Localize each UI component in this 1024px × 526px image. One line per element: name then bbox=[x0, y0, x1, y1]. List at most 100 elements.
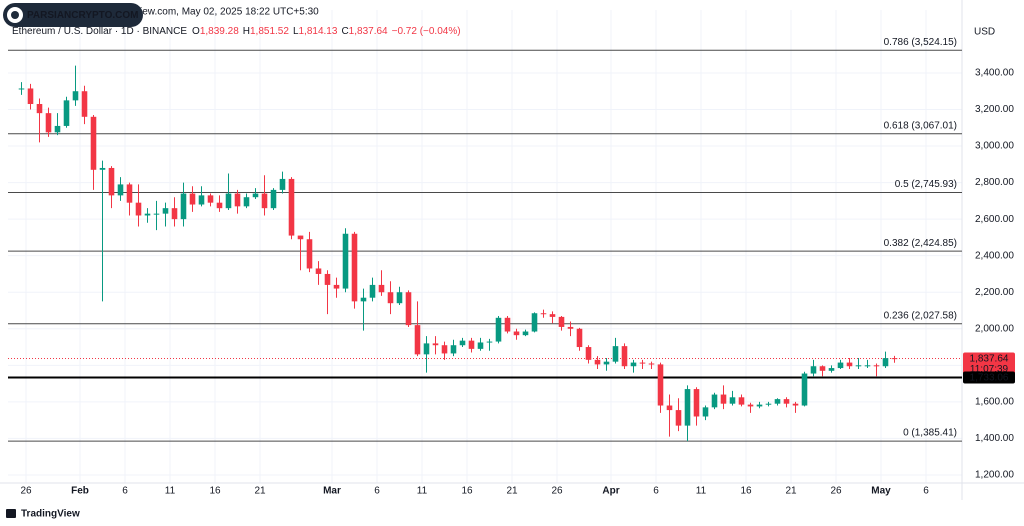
y-tick-label: 2,600.00 bbox=[975, 214, 1014, 225]
candle-body bbox=[684, 389, 691, 426]
candle-body bbox=[324, 273, 331, 285]
candle-body bbox=[864, 365, 871, 367]
candle-body bbox=[720, 394, 727, 404]
candle-body bbox=[297, 235, 304, 240]
candle-body bbox=[846, 362, 853, 367]
x-tick-label: 21 bbox=[506, 486, 518, 497]
legend-value: 1,839.28 bbox=[200, 26, 239, 37]
candle-body bbox=[108, 167, 115, 196]
candle-body bbox=[504, 317, 511, 332]
x-tick-label: 11 bbox=[696, 486, 707, 497]
countdown-label: 11:07:39 bbox=[970, 364, 1009, 375]
y-tick-label: 3,400.00 bbox=[975, 68, 1014, 79]
candle-body bbox=[594, 359, 601, 365]
candle-body bbox=[756, 404, 763, 407]
candle-body bbox=[45, 113, 52, 133]
candle-body bbox=[540, 313, 547, 315]
x-tick-label: 16 bbox=[740, 486, 752, 497]
candle-body bbox=[675, 410, 682, 426]
candle-body bbox=[234, 193, 241, 207]
candle-body bbox=[315, 268, 322, 274]
fib-level-label: 0.236 (2,027.58) bbox=[884, 310, 957, 321]
candle-body bbox=[414, 325, 421, 355]
watermark-box bbox=[3, 3, 143, 27]
x-tick-label: 11 bbox=[417, 486, 428, 497]
fib-level-label: 0.5 (2,745.93) bbox=[895, 179, 957, 190]
legend-key: H bbox=[243, 26, 250, 37]
candle-body bbox=[27, 88, 34, 105]
candle-body bbox=[828, 368, 835, 371]
candle-body bbox=[144, 213, 151, 216]
candle-body bbox=[693, 389, 700, 417]
candle-body bbox=[342, 233, 349, 289]
candle-body bbox=[630, 362, 637, 367]
x-tick-label: 6 bbox=[923, 486, 929, 497]
candle-body bbox=[729, 397, 736, 404]
candle-body bbox=[486, 341, 493, 343]
y-tick-label: 3,000.00 bbox=[975, 141, 1014, 152]
candle-body bbox=[792, 403, 799, 406]
candle-body bbox=[639, 362, 646, 364]
legend-key: L bbox=[293, 26, 299, 37]
x-tick-label: 26 bbox=[551, 486, 563, 497]
candle-body bbox=[405, 292, 412, 326]
candle-body bbox=[711, 394, 718, 408]
candle-body bbox=[135, 202, 142, 216]
candle-body bbox=[450, 345, 457, 354]
legend-change: −0.72 (−0.04%) bbox=[392, 26, 461, 37]
candle-body bbox=[567, 326, 574, 329]
candle-body bbox=[99, 167, 106, 170]
x-tick-label: Feb bbox=[71, 486, 89, 497]
y-tick-label: 2,400.00 bbox=[975, 250, 1014, 261]
candle-body bbox=[468, 340, 475, 349]
candle-body bbox=[18, 88, 25, 90]
x-tick-label: 21 bbox=[254, 486, 266, 497]
candle-body bbox=[657, 364, 664, 406]
candle-body bbox=[378, 284, 385, 293]
candle-body bbox=[63, 100, 70, 126]
candle-body bbox=[171, 208, 178, 220]
candle-body bbox=[270, 189, 277, 209]
legend-value: 1,814.13 bbox=[299, 26, 338, 37]
candle-body bbox=[783, 399, 790, 404]
x-tick-label: 6 bbox=[374, 486, 380, 497]
x-tick-label: 6 bbox=[653, 486, 659, 497]
fib-level-label: 0.618 (3,067.01) bbox=[884, 120, 957, 131]
candle-body bbox=[495, 317, 502, 342]
candle-body bbox=[36, 104, 43, 114]
candle-body bbox=[801, 373, 808, 406]
candle-body bbox=[603, 361, 610, 365]
candle-body bbox=[837, 362, 844, 369]
x-tick-label: 26 bbox=[830, 486, 842, 497]
hline-price-box bbox=[963, 371, 1015, 384]
candle-body bbox=[558, 316, 565, 327]
candle-body bbox=[351, 233, 358, 302]
candle-body bbox=[216, 202, 223, 209]
candle-body bbox=[288, 178, 295, 236]
candle-body bbox=[477, 342, 484, 349]
candle-body bbox=[72, 91, 79, 101]
candle-body bbox=[81, 91, 88, 117]
candle-body bbox=[873, 365, 880, 367]
candle-body bbox=[774, 399, 781, 404]
x-tick-label: 26 bbox=[20, 486, 32, 497]
candle-body bbox=[360, 297, 367, 302]
candle-body bbox=[243, 197, 250, 207]
y-tick-label: 1,200.00 bbox=[975, 470, 1014, 481]
candle-body bbox=[702, 407, 709, 417]
candle-body bbox=[522, 331, 529, 336]
candle-body bbox=[513, 331, 520, 336]
fib-level-label: 0 (1,385.41) bbox=[903, 428, 957, 439]
candle-body bbox=[459, 340, 466, 346]
watermark-icon-dot bbox=[11, 11, 19, 19]
x-tick-label: 11 bbox=[165, 486, 176, 497]
candle-body bbox=[279, 178, 286, 190]
hline-price-label: 1,733.06 bbox=[970, 373, 1009, 384]
candle-body bbox=[207, 195, 214, 203]
candle-body bbox=[891, 358, 898, 360]
legend-key: O bbox=[192, 26, 200, 37]
x-tick-label: 16 bbox=[209, 486, 221, 497]
candle-body bbox=[810, 366, 817, 374]
